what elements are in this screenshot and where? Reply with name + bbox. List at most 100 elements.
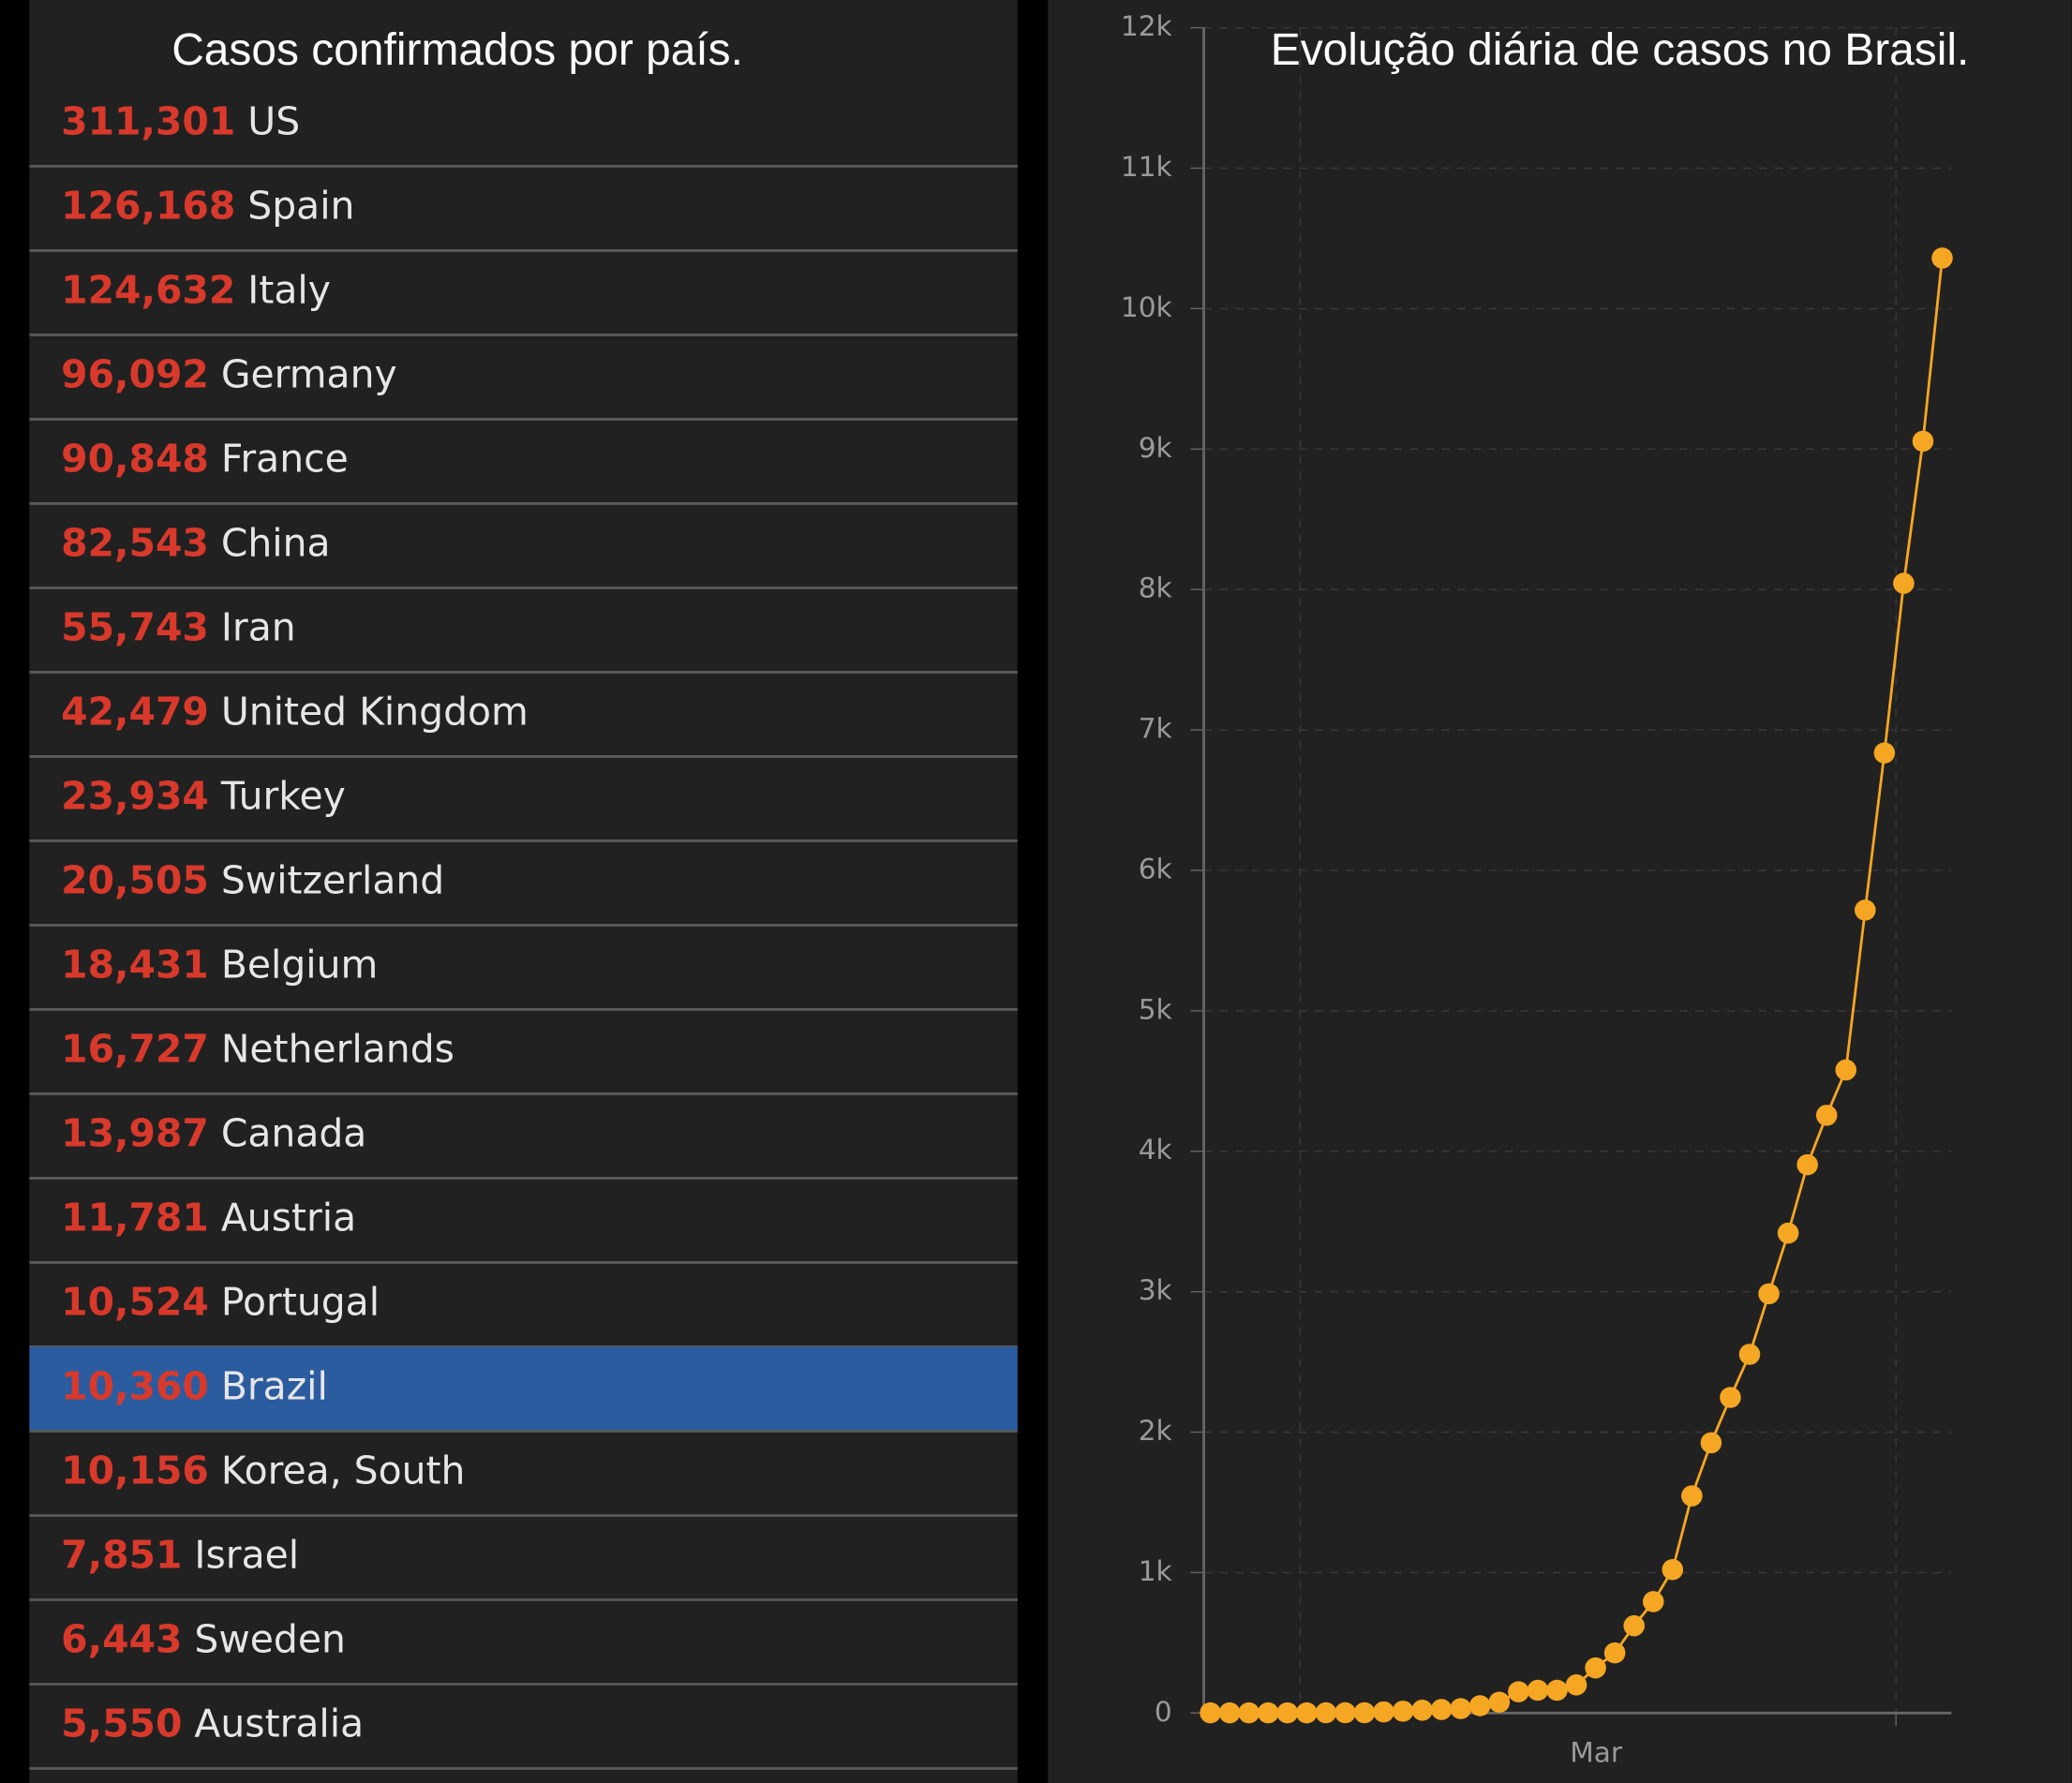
data-point [1276, 1701, 1299, 1724]
data-point [1353, 1701, 1376, 1724]
y-tick-label: 0 [1155, 1696, 1172, 1728]
data-point [1931, 247, 1953, 269]
gap [182, 1532, 194, 1577]
data-point [1835, 1059, 1857, 1081]
y-tick-label: 8k [1139, 572, 1173, 604]
country-name: Portugal [221, 1279, 380, 1324]
data-point [1430, 1699, 1453, 1720]
country-name: Germany [221, 351, 397, 396]
data-point [1411, 1700, 1433, 1721]
list-row: 55,743 Iran [61, 604, 295, 649]
y-tick-label: 6k [1139, 853, 1173, 884]
data-point [1238, 1701, 1260, 1724]
case-count: 96,092 [61, 351, 209, 396]
country-name: Sweden [194, 1616, 345, 1661]
gap [209, 689, 221, 734]
data-point [1200, 1701, 1221, 1724]
country-name: Switzerland [221, 857, 444, 902]
data-point [1603, 1642, 1626, 1664]
case-count: 18,431 [61, 942, 209, 987]
list-row: 7,851 Israel [61, 1532, 299, 1577]
list-row: 10,156 Korea, South [61, 1448, 465, 1493]
case-count: 10,360 [61, 1363, 209, 1408]
x-axis-label: Mar [1570, 1736, 1623, 1768]
y-tick-label: 4k [1139, 1134, 1173, 1166]
data-point [1777, 1222, 1799, 1244]
list-title: Casos confirmados por país. [171, 25, 743, 75]
list-row: 23,934 Turkey [61, 773, 346, 818]
case-count: 20,505 [61, 857, 209, 902]
data-point [1257, 1701, 1279, 1724]
data-point [1758, 1283, 1780, 1305]
list-row: 6,443 Sweden [61, 1616, 346, 1661]
data-point [1912, 430, 1934, 453]
gap [235, 183, 247, 228]
data-point [1392, 1701, 1414, 1722]
list-row: 10,360 Brazil [61, 1363, 328, 1408]
gap [209, 773, 221, 818]
data-point [1373, 1701, 1394, 1723]
y-tick-label: 10k [1121, 291, 1173, 323]
data-point [1855, 899, 1876, 921]
country-name: Belgium [221, 942, 379, 987]
case-count: 55,743 [61, 604, 209, 649]
country-name: Canada [221, 1110, 366, 1155]
list-row: 18,431 Belgium [61, 942, 378, 987]
data-point [1681, 1485, 1703, 1507]
gap [182, 1701, 194, 1746]
case-count: 10,524 [61, 1279, 209, 1324]
chart-title: Evolução diária de casos no Brasil. [1271, 25, 1970, 75]
data-point [1218, 1701, 1241, 1724]
y-tick-label: 11k [1121, 151, 1173, 183]
case-count: 23,934 [61, 773, 209, 818]
list-row: 10,524 Portugal [61, 1279, 380, 1324]
gap [209, 520, 221, 565]
gap [209, 857, 221, 902]
data-point [1815, 1105, 1838, 1126]
country-name: US [247, 98, 300, 143]
list-panel [29, 0, 1018, 1783]
data-point [1738, 1344, 1761, 1365]
country-name: Italy [247, 267, 331, 312]
y-tick-label: 5k [1139, 993, 1173, 1025]
case-count: 90,848 [61, 436, 209, 481]
case-count: 7,851 [61, 1532, 182, 1577]
case-count: 42,479 [61, 689, 209, 734]
gap [209, 1448, 221, 1493]
case-count: 13,987 [61, 1110, 209, 1155]
case-count: 6,443 [61, 1616, 182, 1661]
data-point [1642, 1591, 1664, 1612]
gap [209, 1279, 221, 1324]
list-row: 20,505 Switzerland [61, 857, 444, 902]
country-name: Israel [194, 1532, 299, 1577]
y-tick-label: 12k [1121, 10, 1173, 42]
selected-row [29, 1346, 1018, 1432]
case-count: 5,550 [61, 1701, 182, 1746]
gap [209, 1363, 221, 1408]
gap [209, 351, 221, 396]
y-tick-label: 7k [1139, 713, 1173, 745]
data-point [1720, 1387, 1741, 1408]
data-point [1796, 1153, 1818, 1176]
gap [209, 1195, 221, 1240]
data-point [1873, 742, 1896, 764]
y-tick-label: 9k [1139, 432, 1173, 464]
list-row: 82,543 China [61, 520, 330, 565]
gap [209, 942, 221, 987]
gap [182, 1616, 194, 1661]
data-point [1296, 1701, 1318, 1724]
gap [235, 98, 247, 143]
gap [209, 1026, 221, 1071]
case-count: 124,632 [61, 267, 235, 312]
country-name: Australia [194, 1701, 364, 1746]
case-count: 311,301 [61, 98, 235, 143]
y-tick-label: 2k [1139, 1415, 1173, 1447]
list-row: 90,848 France [61, 436, 349, 481]
country-name: Iran [221, 604, 296, 649]
list-row: 11,781 Austria [61, 1195, 356, 1240]
data-point [1315, 1701, 1337, 1724]
data-point [1585, 1657, 1606, 1679]
list-row: 126,168 Spain [61, 183, 354, 228]
